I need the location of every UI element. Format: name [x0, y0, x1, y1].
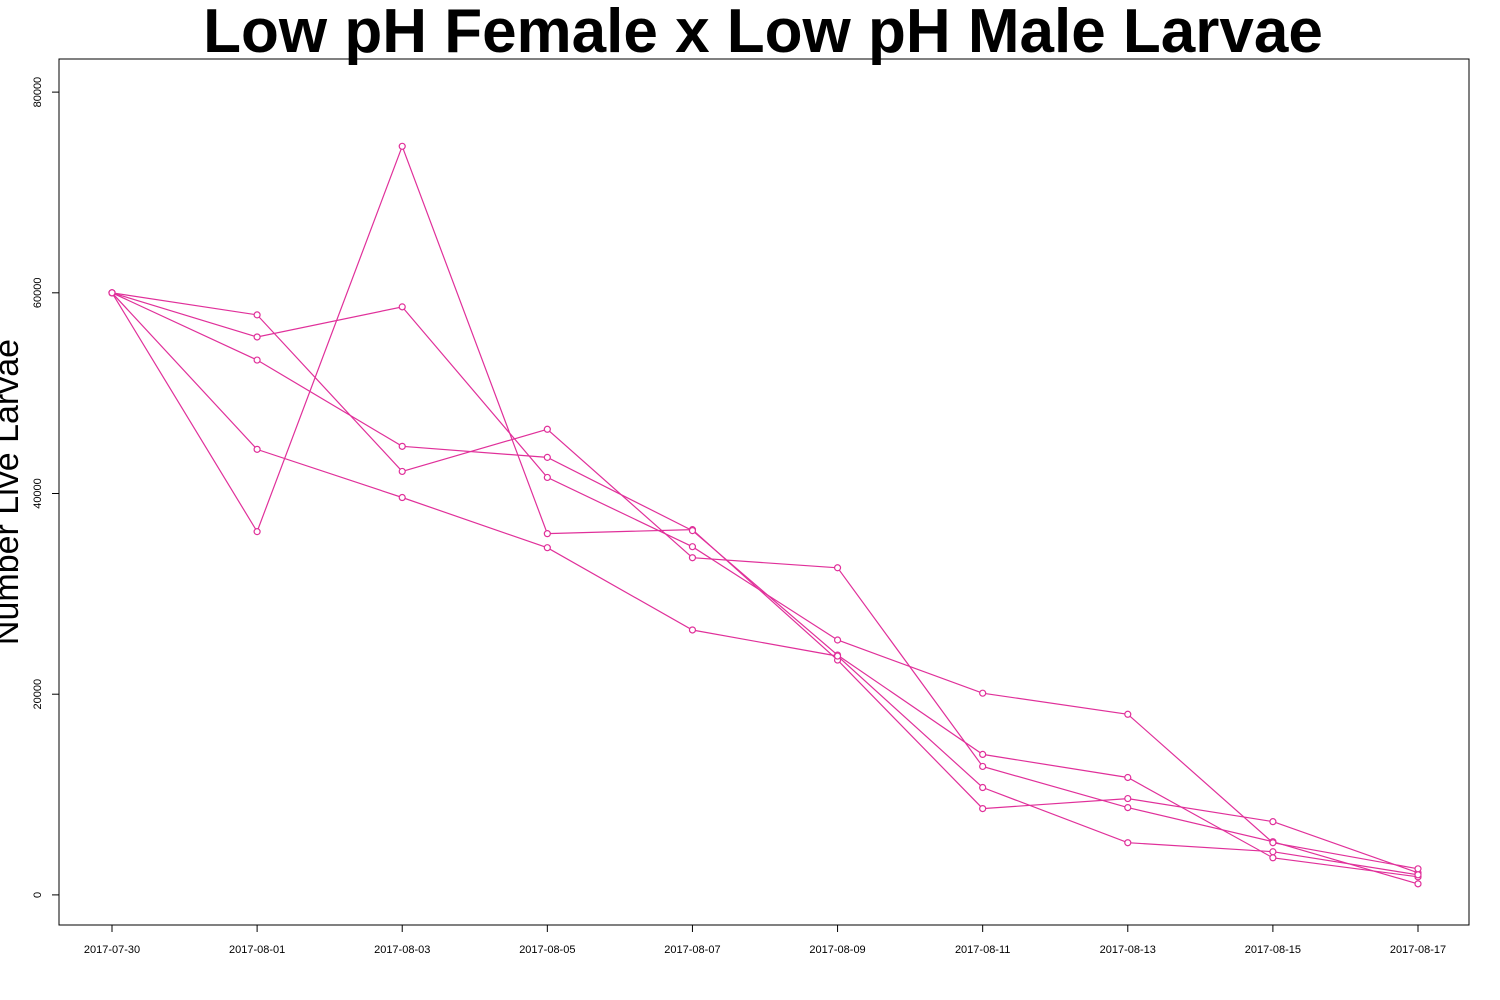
data-point: [833, 652, 842, 660]
data-point: [1414, 880, 1422, 888]
data-point: [253, 528, 261, 536]
data-point: [1124, 803, 1132, 812]
series-1: [108, 142, 1422, 877]
data-point: [1269, 848, 1277, 856]
x-tick-label: 2017-08-09: [809, 944, 865, 956]
y-tick-label: 20000: [32, 679, 44, 710]
data-point: [1124, 839, 1132, 847]
data-point: [688, 626, 697, 634]
x-tick-label: 2017-08-05: [519, 944, 575, 956]
data-point: [253, 445, 261, 453]
x-tick-label: 2017-08-15: [1245, 944, 1301, 956]
data-point: [543, 453, 551, 461]
series-line: [111, 292, 1419, 870]
x-tick-label: 2017-08-13: [1100, 944, 1156, 956]
y-tick-label: 40000: [32, 478, 44, 509]
data-point: [543, 544, 551, 552]
data-point: [398, 303, 406, 311]
data-point: [1124, 710, 1132, 718]
data-point: [108, 289, 116, 297]
data-point: [1414, 871, 1422, 879]
data-point: [1269, 854, 1277, 862]
x-axis: 2017-07-30 2017-08-01 2017-08-03 2017-08-05…: [84, 924, 1446, 956]
data-point: [979, 750, 987, 759]
data-point: [398, 493, 406, 502]
x-tick-label: 2017-07-30: [84, 944, 140, 956]
data-point: [688, 527, 697, 535]
data-point: [979, 783, 987, 792]
y-tick-label: 60000: [32, 278, 44, 309]
data-point: [543, 530, 551, 538]
y-axis: 0 20000 40000 60000 80000: [32, 77, 60, 898]
series-4: [108, 289, 1422, 879]
data-point: [253, 356, 261, 364]
data-point: [398, 142, 406, 150]
data-point: [1269, 818, 1277, 826]
y-tick-label: 80000: [32, 77, 44, 108]
x-tick-label: 2017-08-11: [955, 944, 1010, 956]
data-point: [253, 333, 261, 341]
series-line: [111, 292, 1419, 876]
data-point: [398, 442, 406, 450]
data-point: [833, 564, 842, 572]
data-point: [688, 543, 697, 551]
series-line: [111, 292, 1419, 885]
data-point: [398, 467, 406, 476]
x-tick-label: 2017-08-01: [229, 944, 285, 956]
data-point: [543, 425, 551, 433]
plot-area: [58, 58, 1470, 926]
data-point: [1124, 794, 1132, 803]
x-tick-label: 2017-08-03: [374, 944, 430, 956]
y-axis-label: Number Live Larvae: [0, 339, 26, 645]
series-line: [111, 292, 1419, 878]
series-line: [111, 144, 1419, 874]
series-3: [108, 289, 1422, 881]
series-layer: [108, 142, 1422, 888]
chart-title: Low pH Female x Low pH Male Larvae: [203, 0, 1323, 66]
data-point: [253, 311, 261, 319]
data-point: [833, 636, 842, 644]
y-tick-label: 0: [32, 892, 44, 898]
data-point: [979, 762, 987, 771]
data-point: [688, 554, 697, 562]
x-tick-label: 2017-08-07: [664, 944, 720, 956]
data-point: [1124, 773, 1132, 782]
series-2: [108, 289, 1422, 888]
data-point: [1269, 839, 1277, 847]
data-point: [979, 689, 987, 697]
data-point: [1414, 865, 1422, 873]
x-tick-label: 2017-08-17: [1390, 944, 1446, 956]
series-5: [108, 289, 1422, 873]
data-point: [979, 804, 987, 813]
data-point: [543, 473, 551, 482]
